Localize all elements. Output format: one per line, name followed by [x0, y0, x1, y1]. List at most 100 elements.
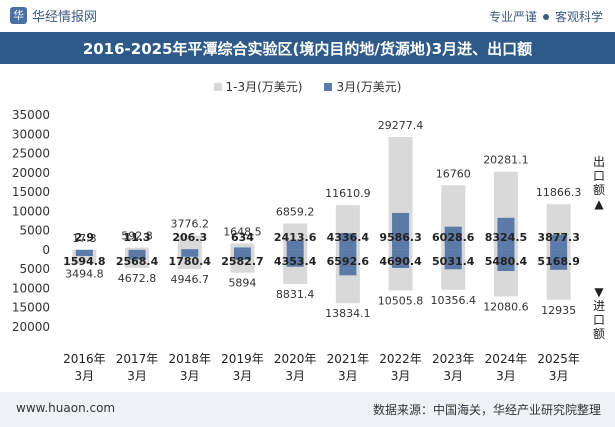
x-tick-label-year: 2025年: [537, 352, 580, 366]
data-label-march-export: 2413.6: [274, 231, 317, 244]
x-tick-label-month: 3月: [127, 369, 147, 383]
bar-march-import: [444, 249, 462, 270]
legend-item-cumulative: 1-3月(万美元): [213, 78, 303, 95]
bar-march-import: [233, 249, 251, 260]
x-tick-label-year: 2016年: [63, 352, 106, 366]
legend-swatch-march: [324, 82, 333, 91]
legend-label-march: 3月(万美元): [336, 80, 402, 94]
bar-march-import: [128, 249, 146, 260]
data-label-march-import: 1780.4: [169, 255, 212, 268]
data-label-cumulative-import: 8831.4: [276, 288, 315, 301]
bar-cumulative-export: [177, 235, 202, 250]
data-label-march-import: 5031.4: [432, 255, 475, 268]
x-tick-label-year: 2024年: [485, 352, 528, 366]
bar-march-import: [550, 249, 568, 270]
data-label-march-import: 2582.7: [221, 255, 263, 268]
x-tick-label-year: 2021年: [327, 352, 370, 366]
data-label-march-export: 2.9: [75, 231, 95, 244]
site-logo[interactable]: 华 华经情报网: [10, 6, 97, 25]
tagline: 专业严谨 客观科学: [489, 8, 603, 25]
y-tick-label: 10000: [12, 204, 50, 218]
x-tick-label-year: 2018年: [168, 352, 211, 366]
data-label-cumulative-import: 4672.8: [118, 272, 157, 285]
y-tick-label: 5000: [19, 262, 50, 276]
data-label-cumulative-export: 11610.9: [325, 187, 371, 200]
data-label-march-import: 5168.9: [537, 255, 579, 268]
data-label-cumulative-export: 6859.2: [276, 205, 315, 218]
data-label-march-import: 5480.4: [485, 255, 528, 268]
data-label-march-export: 634: [231, 231, 254, 244]
data-label-cumulative-export: 11866.3: [536, 186, 582, 199]
top-bar: 华 华经情报网 专业严谨 客观科学: [0, 0, 615, 30]
x-tick-label-month: 3月: [391, 369, 411, 383]
bar-march-export: [286, 240, 304, 250]
x-tick-label-month: 3月: [443, 369, 463, 383]
data-label-march-export: 206.3: [172, 231, 207, 244]
bar-march-export: [392, 212, 410, 250]
chart-title-bar: 2016-2025年平潭综合实验区(境内目的地/货源地)3月进、出口额: [0, 32, 615, 64]
data-label-cumulative-export: 17.3: [72, 232, 97, 245]
data-label-march-import: 6592.6: [327, 255, 370, 268]
data-label-march-export: 4336.4: [327, 231, 370, 244]
bullet-dot: [542, 13, 549, 20]
footer-source: 数据来源：中国海关，华经产业研究院整理: [372, 403, 601, 417]
x-tick-label-year: 2020年: [274, 352, 317, 366]
data-label-march-import: 2568.4: [116, 255, 159, 268]
bar-march-import: [286, 249, 304, 267]
data-label-march-import: 4690.4: [379, 255, 422, 268]
chart-legend: 1-3月(万美元) 3月(万美元): [0, 78, 615, 95]
data-label-march-import: 1594.8: [63, 255, 105, 268]
tagline-right: 客观科学: [554, 10, 603, 24]
triangle-up-icon: ▲: [594, 197, 604, 211]
x-tick-label-month: 3月: [496, 369, 516, 383]
data-label-march-export: 9586.3: [379, 231, 421, 244]
bar-cumulative-export: [230, 243, 255, 250]
y-tick-label: 0: [42, 243, 50, 257]
data-label-cumulative-export: 592.8: [121, 230, 153, 243]
footer-url[interactable]: www.huaon.com: [16, 401, 116, 415]
x-tick-label-year: 2022年: [379, 352, 422, 366]
export-side-label: 出口额 ▲: [592, 155, 605, 211]
bar-march-export: [181, 249, 199, 250]
x-tick-label-month: 3月: [285, 369, 305, 383]
bar-march-import: [392, 249, 410, 268]
data-label-cumulative-import: 5894: [228, 277, 256, 290]
bar-march-import: [181, 249, 199, 257]
data-label-cumulative-export: 20281.1: [483, 154, 529, 167]
data-label-march-export: 6028.6: [432, 231, 475, 244]
legend-label-cumulative: 1-3月(万美元): [225, 80, 303, 94]
data-label-cumulative-import: 13834.1: [325, 307, 371, 320]
x-tick-label-month: 3月: [549, 369, 569, 383]
y-tick-label: 20000: [12, 320, 50, 334]
bar-march-export: [339, 233, 357, 250]
data-label-cumulative-import: 10505.8: [378, 294, 424, 307]
data-label-cumulative-import: 12080.6: [483, 300, 529, 313]
x-tick-label-month: 3月: [75, 369, 95, 383]
footer-bar: www.huaon.com 数据来源：中国海关，华经产业研究院整理: [0, 392, 615, 427]
chart-title: 2016-2025年平潭综合实验区(境内目的地/货源地)3月进、出口额: [82, 39, 533, 58]
logo-icon: 华: [10, 7, 27, 24]
y-tick-label: 25000: [12, 147, 50, 161]
y-tick-label: 15000: [12, 301, 50, 315]
x-tick-label-month: 3月: [180, 369, 200, 383]
data-label-march-import: 4353.4: [274, 255, 317, 268]
data-label-cumulative-import: 4946.7: [171, 273, 210, 286]
y-tick-label: 35000: [12, 108, 50, 122]
data-label-cumulative-import: 3494.8: [65, 267, 104, 280]
bar-march-export: [550, 234, 568, 250]
data-label-march-export: 3877.3: [537, 231, 579, 244]
y-tick-label: 5000: [19, 224, 50, 238]
bar-march-export: [444, 226, 462, 250]
bar-march-import: [497, 249, 515, 272]
data-label-march-export: 11.3: [123, 231, 150, 244]
data-label-cumulative-import: 10356.4: [431, 294, 477, 307]
data-label-cumulative-export: 3776.2: [171, 217, 210, 230]
bar-march-import: [339, 249, 357, 276]
chart-canvas: 35000 30000 25000 20000 15000 10000 5000 0 5000 1…: [12, 108, 582, 383]
bar-march-export: [233, 247, 251, 250]
triangle-down-icon: ▼: [594, 285, 604, 299]
legend-item-march: 3月(万美元): [324, 78, 401, 95]
data-label-cumulative-export: 29277.4: [378, 119, 424, 132]
y-tick-label: 10000: [12, 281, 50, 295]
y-tick-label: 20000: [12, 166, 50, 180]
